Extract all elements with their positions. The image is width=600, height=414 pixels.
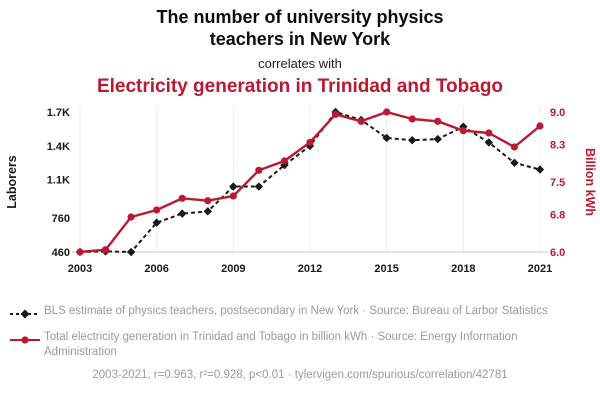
page-title: The number of university physics teacher… — [156, 7, 444, 49]
legend-item-electricity: Total electricity generation in Trinidad… — [10, 330, 590, 360]
svg-text:6.8: 6.8 — [550, 210, 565, 222]
svg-text:1.4K: 1.4K — [47, 141, 70, 153]
svg-text:2006: 2006 — [144, 263, 168, 275]
svg-text:460: 460 — [52, 247, 70, 259]
correlates-with-label: correlates with — [258, 55, 342, 71]
svg-text:2015: 2015 — [374, 263, 398, 275]
svg-text:2012: 2012 — [298, 263, 322, 275]
svg-text:2018: 2018 — [451, 263, 475, 275]
dashed-diamond-line-icon — [10, 304, 44, 325]
svg-text:Billion kWh: Billion kWh — [583, 148, 597, 216]
chart-header: The number of university physics teacher… — [0, 0, 600, 98]
svg-text:Laborers: Laborers — [5, 155, 19, 209]
solid-circle-line-icon — [10, 330, 44, 351]
svg-text:8.3: 8.3 — [550, 140, 565, 152]
svg-text:2003: 2003 — [68, 263, 92, 275]
legend: BLS estimate of physics teachers, postse… — [0, 295, 600, 360]
svg-text:9.0: 9.0 — [550, 107, 565, 119]
svg-text:6.0: 6.0 — [550, 247, 565, 259]
svg-text:760: 760 — [52, 213, 70, 225]
svg-text:1.1K: 1.1K — [47, 175, 70, 187]
chart-area: 460 760 1.1K 1.4K 1.7K 6.0 6.8 7.5 8.3 9.0 2003 200… — [0, 100, 600, 295]
svg-text:2021: 2021 — [528, 263, 552, 275]
svg-text:2009: 2009 — [221, 263, 245, 275]
legend-item-teachers: BLS estimate of physics teachers, postse… — [10, 304, 590, 325]
svg-text:7.5: 7.5 — [550, 177, 565, 189]
secondary-title: Electricity generation in Trinidad and T… — [96, 75, 504, 97]
legend-label: Total electricity generation in Trinidad… — [44, 330, 518, 359]
svg-text:1.7K: 1.7K — [47, 107, 70, 119]
stats-and-source-link: 2003-2021, r=0.963, r²=0.928, p<0.01 · t… — [92, 369, 508, 382]
line-chart: 460 760 1.1K 1.4K 1.7K 6.0 6.8 7.5 8.3 9.0 2003 200… — [5, 105, 597, 275]
legend-label: BLS estimate of physics teachers, postse… — [44, 304, 548, 317]
